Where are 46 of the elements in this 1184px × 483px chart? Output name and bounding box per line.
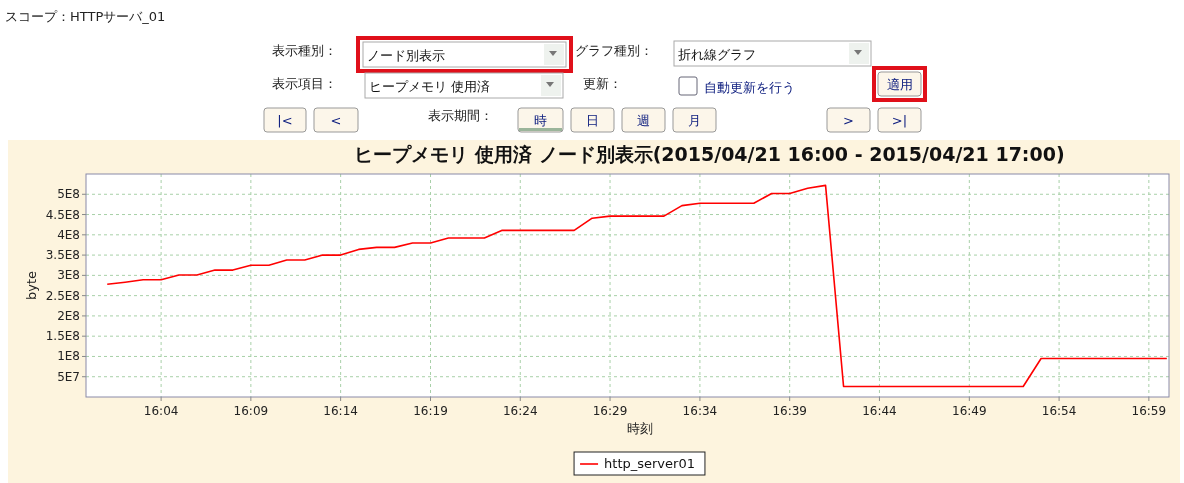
x-tick-label: 16:29	[592, 404, 628, 418]
text: グラフ種別：	[575, 43, 653, 58]
x-tick-label: 16:34	[682, 404, 718, 418]
x-tick-label: 16:09	[233, 404, 269, 418]
x-tick-label: 16:04	[143, 404, 179, 418]
y-tick-label: 4.5E8	[45, 207, 80, 222]
text: 適用	[886, 77, 913, 92]
x-tick-label: 16:39	[772, 404, 807, 418]
x-tick-label: 16:54	[1041, 404, 1077, 418]
chart-title: ヒープメモリ 使用済 ノード別表示(2015/04/21 16:00 - 2015/04/21 17:00)	[354, 143, 1065, 165]
text: >|	[891, 113, 908, 128]
x-tick-label: 16:14	[323, 404, 358, 418]
x-tick-label: 16:24	[502, 404, 538, 418]
x-tick-label: 16:59	[1131, 404, 1167, 418]
y-tick-label: 5E8	[57, 187, 80, 202]
text: 表示種別：	[272, 43, 337, 58]
text: >	[843, 113, 854, 128]
y-tick-label: 2E8	[57, 308, 80, 323]
text: 自動更新を行う	[704, 80, 795, 95]
x-axis-title: 時刻	[626, 421, 653, 436]
text: スコープ：HTTPサーバ_01	[5, 9, 166, 24]
line-series	[106, 184, 1168, 388]
x-tick-label: 16:44	[862, 404, 897, 418]
y-tick-label: 2.5E8	[45, 288, 80, 303]
text: 更新：	[583, 76, 622, 91]
y-tick-label: 3.5E8	[45, 248, 80, 263]
y-tick-label: 3E8	[57, 268, 80, 283]
text: 時	[534, 113, 547, 128]
text: |<	[277, 113, 293, 128]
y-tick-label: 1.5E8	[45, 329, 80, 344]
x-tick-label: 16:19	[413, 404, 448, 418]
text: 週	[637, 113, 650, 128]
x-tick-label: 16:49	[952, 404, 987, 418]
text: 日	[586, 113, 599, 128]
text: ヒープメモリ 使用済	[369, 78, 491, 94]
y-tick-label: 1E8	[57, 349, 80, 364]
y-axis-title: byte	[24, 270, 39, 301]
y-tick-label: 4E8	[57, 227, 80, 242]
text: <	[330, 113, 342, 128]
text: ノード別表示	[367, 47, 445, 63]
legend-label: http_server01	[604, 456, 695, 471]
text: 折れ線グラフ	[678, 46, 756, 62]
text: 表示項目：	[272, 76, 337, 91]
y-tick-label: 5E7	[57, 369, 80, 384]
text: 月	[688, 113, 701, 128]
text: 表示期間：	[428, 108, 493, 123]
